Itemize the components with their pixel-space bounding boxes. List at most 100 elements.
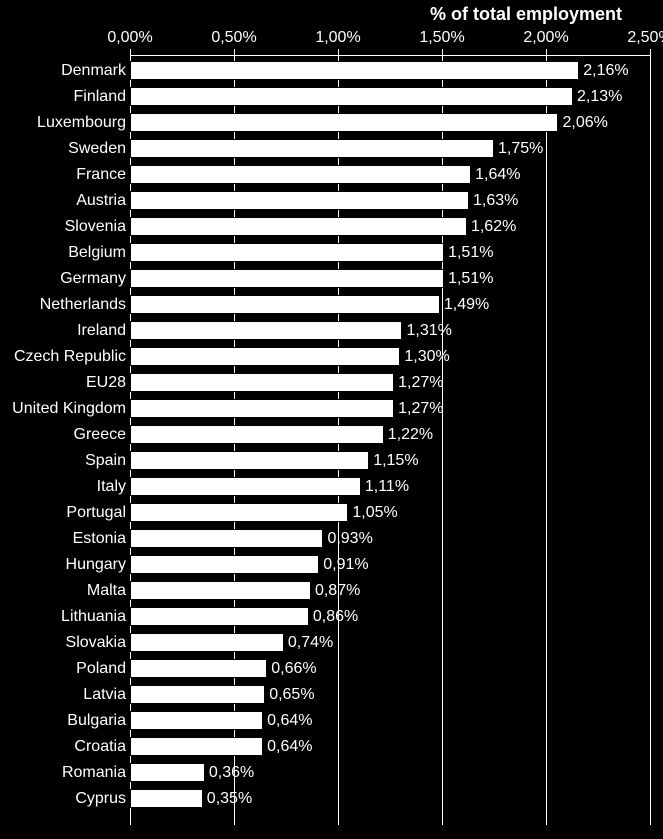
bar [130, 87, 573, 106]
bar-row: Poland0,66% [130, 659, 650, 678]
category-label: Spain [85, 453, 126, 469]
bar-row: Germany1,51% [130, 269, 650, 288]
bar-row: Hungary0,91% [130, 555, 650, 574]
bar-row: Portugal1,05% [130, 503, 650, 522]
bar [130, 503, 348, 522]
bar [130, 555, 319, 574]
bar-row: Ireland1,31% [130, 321, 650, 340]
bar-row: Cyprus0,35% [130, 789, 650, 808]
category-label: Bulgaria [67, 713, 126, 729]
bar [130, 347, 400, 366]
bar [130, 295, 440, 314]
bar [130, 425, 384, 444]
value-label: 0,64% [267, 713, 312, 729]
value-label: 1,75% [498, 141, 543, 157]
x-tick-label: 0,50% [211, 29, 256, 47]
x-tick-label: 0,00% [107, 29, 152, 47]
bar [130, 399, 394, 418]
category-label: Slovakia [66, 635, 126, 651]
value-label: 1,30% [404, 349, 449, 365]
category-label: Luxembourg [37, 115, 126, 131]
category-label: Hungary [66, 557, 126, 573]
value-label: 0,66% [271, 661, 316, 677]
bar [130, 659, 267, 678]
tick-mark [650, 49, 651, 55]
value-label: 0,93% [327, 531, 372, 547]
bar [130, 763, 205, 782]
bar-row: Croatia0,64% [130, 737, 650, 756]
bar [130, 165, 471, 184]
category-label: Germany [60, 271, 126, 287]
value-label: 1,64% [475, 167, 520, 183]
bar-row: Lithuania0,86% [130, 607, 650, 626]
value-label: 1,63% [473, 193, 518, 209]
bar [130, 191, 469, 210]
value-label: 0,87% [315, 583, 360, 599]
bar [130, 711, 263, 730]
bar-row: Malta0,87% [130, 581, 650, 600]
bar [130, 373, 394, 392]
tick-mark [338, 49, 339, 55]
bar [130, 789, 203, 808]
bar-row: Italy1,11% [130, 477, 650, 496]
x-axis-title: % of total employment [430, 4, 622, 25]
category-label: Poland [76, 661, 126, 677]
value-label: 0,86% [313, 609, 358, 625]
value-label: 1,31% [406, 323, 451, 339]
category-label: Slovenia [65, 219, 126, 235]
tick-mark [234, 49, 235, 55]
value-label: 2,16% [583, 63, 628, 79]
gridline [650, 55, 651, 825]
value-label: 1,27% [398, 375, 443, 391]
bar-row: Netherlands1,49% [130, 295, 650, 314]
bar-row: Czech Republic1,30% [130, 347, 650, 366]
x-axis-line [130, 55, 650, 56]
category-label: Greece [74, 427, 126, 443]
value-label: 1,27% [398, 401, 443, 417]
category-label: Denmark [61, 63, 126, 79]
value-label: 2,06% [562, 115, 607, 131]
bar-row: Estonia0,93% [130, 529, 650, 548]
plot-area: 0,00%0,50%1,00%1,50%2,00%2,50%Denmark2,1… [130, 55, 650, 825]
bar-row: Finland2,13% [130, 87, 650, 106]
x-tick-label: 1,00% [315, 29, 360, 47]
bar-row: Belgium1,51% [130, 243, 650, 262]
bar-row: Latvia0,65% [130, 685, 650, 704]
bar [130, 581, 311, 600]
bar [130, 113, 558, 132]
bar [130, 685, 265, 704]
value-label: 1,05% [352, 505, 397, 521]
category-label: France [76, 167, 126, 183]
bar-row: France1,64% [130, 165, 650, 184]
x-tick-label: 2,50% [627, 29, 663, 47]
value-label: 1,62% [471, 219, 516, 235]
category-label: Lithuania [61, 609, 126, 625]
tick-mark [442, 49, 443, 55]
bar [130, 451, 369, 470]
bar-row: Slovenia1,62% [130, 217, 650, 236]
bar-row: Spain1,15% [130, 451, 650, 470]
value-label: 1,15% [373, 453, 418, 469]
category-label: Romania [62, 765, 126, 781]
bar-row: Bulgaria0,64% [130, 711, 650, 730]
bar-row: EU281,27% [130, 373, 650, 392]
value-label: 1,22% [388, 427, 433, 443]
tick-mark [130, 49, 131, 55]
category-label: Cyprus [75, 791, 126, 807]
category-label: Sweden [68, 141, 126, 157]
category-label: Czech Republic [14, 349, 126, 365]
bar [130, 607, 309, 626]
bar-row: United Kingdom1,27% [130, 399, 650, 418]
bar-row: Austria1,63% [130, 191, 650, 210]
category-label: Austria [76, 193, 126, 209]
tick-mark [546, 49, 547, 55]
value-label: 0,35% [207, 791, 252, 807]
bar [130, 321, 402, 340]
bar [130, 61, 579, 80]
employment-bar-chart: % of total employment 0,00%0,50%1,00%1,5… [0, 0, 663, 839]
bar-row: Sweden1,75% [130, 139, 650, 158]
category-label: Croatia [74, 739, 126, 755]
category-label: Malta [87, 583, 126, 599]
category-label: Estonia [73, 531, 126, 547]
x-tick-label: 1,50% [419, 29, 464, 47]
